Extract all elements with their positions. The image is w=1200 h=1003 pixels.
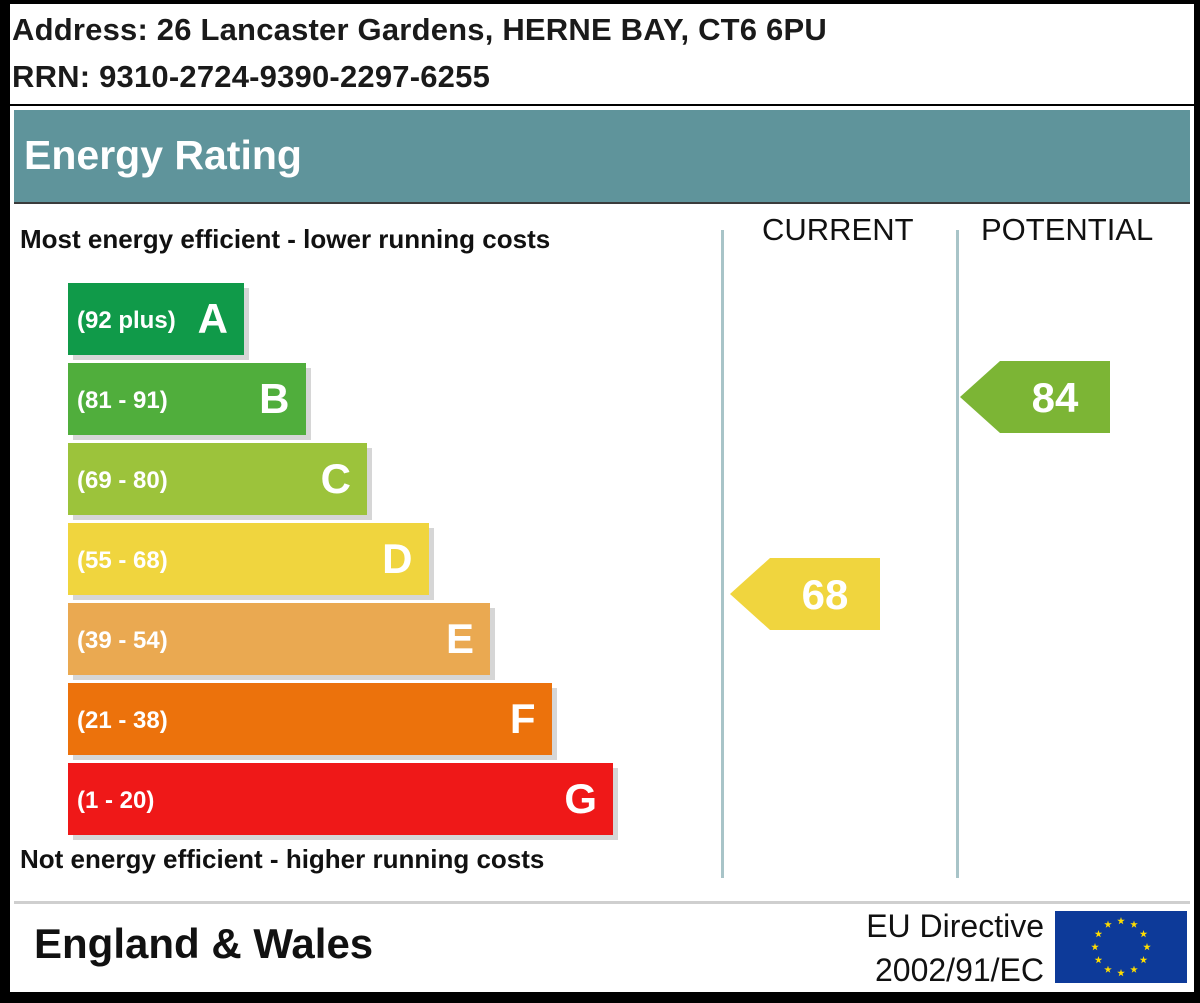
potential-column-header: POTENTIAL (981, 212, 1154, 247)
band-b: (81 - 91) B (68, 363, 306, 435)
address-block: Address: 26 Lancaster Gardens, HERNE BAY… (10, 4, 1194, 104)
star-icon (1117, 969, 1125, 977)
current-rating-arrow: 68 (730, 558, 880, 630)
star-icon (1104, 965, 1112, 973)
current-column-header: CURRENT (762, 212, 914, 247)
star-icon (1130, 965, 1138, 973)
star-icon (1139, 930, 1148, 938)
potential-column-divider (956, 230, 959, 878)
potential-rating-arrow: 84 (960, 361, 1110, 433)
title-bar: Energy Rating (14, 110, 1190, 202)
star-icon (1091, 943, 1099, 951)
band-letter: E (445, 615, 474, 662)
band-g: (1 - 20) G (68, 763, 613, 835)
band-a: (92 plus) A (68, 283, 244, 355)
energy-rating-panel: Energy Rating CURRENT POTENTIAL Most ene… (10, 106, 1194, 992)
rrn-text: RRN: 9310-2724-9390-2297-6255 (12, 59, 491, 94)
star-icon (1130, 920, 1138, 928)
band-letter: A (197, 295, 228, 342)
star-icon (1139, 956, 1148, 964)
band-f: (21 - 38) F (68, 683, 552, 755)
band-range-label: (39 - 54) (77, 627, 168, 654)
current-column-divider (721, 230, 724, 878)
band-letter: D (382, 535, 413, 582)
band-letter: C (320, 455, 351, 502)
top-note: Most energy efficient - lower running co… (20, 224, 551, 254)
band-range-label: (21 - 38) (77, 707, 168, 734)
eu-flag-icon (1055, 911, 1187, 983)
band-range-label: (69 - 80) (77, 467, 168, 494)
star-icon (1104, 920, 1112, 928)
star-icon (1094, 956, 1103, 964)
band-range-label: (55 - 68) (77, 547, 168, 574)
band-letter: B (259, 375, 290, 422)
band-range-label: (1 - 20) (77, 787, 155, 814)
title-divider (14, 202, 1190, 204)
region-label: England & Wales (34, 920, 374, 967)
band-c: (69 - 80) C (68, 443, 367, 515)
current-rating-value: 68 (801, 571, 849, 618)
star-icon (1094, 930, 1103, 938)
directive-label: EU Directive (866, 908, 1044, 944)
potential-rating-value: 84 (1031, 374, 1079, 421)
bottom-note: Not energy efficient - higher running co… (20, 844, 545, 874)
band-letter: G (564, 775, 597, 822)
band-d: (55 - 68) D (68, 523, 429, 595)
address-text: Address: 26 Lancaster Gardens, HERNE BAY… (12, 12, 827, 47)
band-letter: F (509, 695, 536, 742)
chart-title: Energy Rating (24, 132, 302, 178)
band-range-label: (92 plus) (77, 307, 176, 334)
footer-divider (14, 901, 1190, 904)
star-icon (1117, 917, 1125, 925)
directive-number: 2002/91/EC (874, 952, 1044, 988)
band-e: (39 - 54) E (68, 603, 490, 675)
star-icon (1143, 943, 1151, 951)
band-range-label: (81 - 91) (77, 387, 168, 414)
